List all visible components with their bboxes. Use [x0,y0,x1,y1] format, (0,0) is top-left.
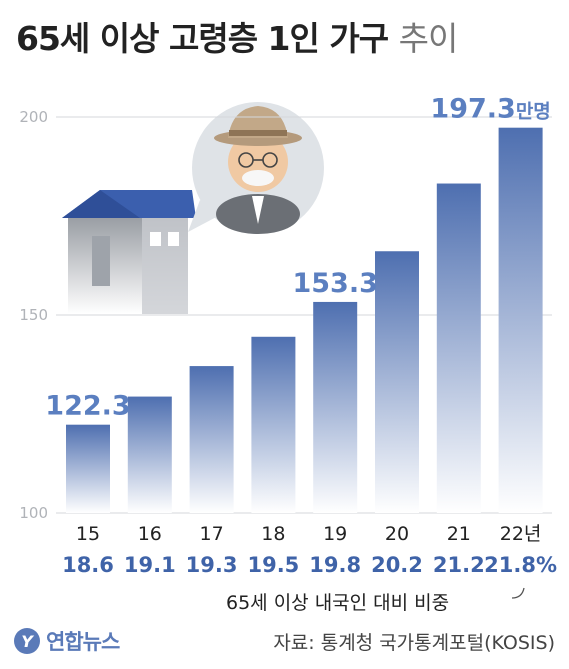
publisher-logo-icon: Y [14,628,40,654]
share-value: 19.1 [124,553,176,577]
share-values: 18.6 19.1 19.3 19.5 19.8 20.2 21.2 21.8% [62,553,557,577]
share-value: 21.8% [484,553,557,577]
x-axis-ticks: 15 16 17 18 19 20 21 22년 [76,523,542,545]
bar [375,251,419,513]
share-value: 19.8 [309,553,361,577]
share-value: 19.5 [247,553,299,577]
y-tick-label: 100 [19,504,48,522]
x-tick-label: 15 [76,523,100,545]
bar [313,301,358,513]
share-value: 21.2 [433,553,485,577]
data-label-unit: 만명 [516,101,551,123]
title-main: 65세 이상 고령층 1인 가구 [16,19,389,58]
bar [436,183,481,513]
bar [251,336,296,513]
bars [66,127,543,513]
x-tick-label: 18 [261,523,285,545]
elderly-man-illustration [188,102,324,234]
title-light: 추이 [398,19,459,58]
x-tick-label: 16 [138,523,162,545]
y-tick-label: 150 [19,306,48,324]
bar [127,396,172,513]
data-label: 197.3만명 [430,94,550,125]
x-tick-label: 19 [323,523,347,545]
data-label: 122.3 [45,391,130,422]
share-value: 18.6 [62,553,114,577]
share-label: 65세 이상 내국인 대비 비중 [226,592,450,614]
y-axis-ticks: 100 150 200 [19,108,48,522]
source-note: 자료: 통계청 국가통계포털(KOSIS) [273,632,555,654]
data-labels: 122.3 153.3 197.3만명 [45,94,550,422]
data-label: 153.3 [292,268,377,299]
house-illustration [62,190,196,314]
x-tick-label: 22년 [500,523,542,545]
x-tick-label: 20 [385,523,409,545]
x-tick-label: 17 [200,523,224,545]
share-label-pointer [511,587,525,599]
publisher-logo: Y 연합뉴스 [14,626,120,656]
y-tick-label: 200 [19,108,48,126]
share-value: 20.2 [371,553,423,577]
share-value: 19.3 [186,553,238,577]
bar [189,366,234,513]
x-tick-label: 21 [447,523,471,545]
bar [66,424,110,513]
bar [498,127,543,513]
chart-title: 65세 이상 고령층 1인 가구 추이 [16,12,459,60]
publisher-logo-text: 연합뉴스 [46,630,120,654]
